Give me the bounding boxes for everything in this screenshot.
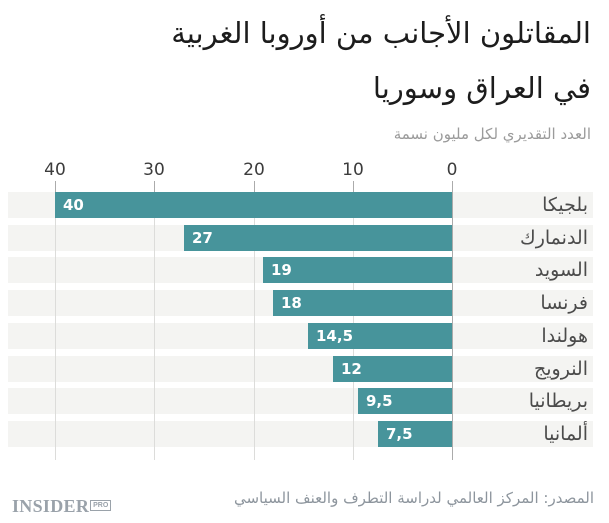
pro-badge: PRO [90,500,112,511]
chart-title-line1: المقاتلون الأجانب من أوروبا الغربية [171,16,591,50]
bar: 27 [184,225,452,251]
category-label: النرويج [533,358,588,380]
category-label: السويد [534,259,588,281]
vertical-gridline [55,192,56,460]
source-caption: المصدر: المركز العالمي لدراسة التطرف وال… [233,489,594,507]
category-label: بلجيكا [542,194,588,216]
row-strip [8,356,593,382]
chart-subtitle: العدد التقديري لكل مليون نسمة [393,125,591,143]
bar-value-label: 27 [192,229,213,247]
axis-tick-mark [353,181,354,192]
axis-tick-label: 30 [143,160,165,180]
bar: 14,5 [308,323,452,349]
axis-tick-label: 10 [342,160,364,180]
bar: 19 [263,257,452,283]
row-strip [8,388,593,414]
bar-value-label: 18 [281,294,302,312]
zero-axis-line [452,181,453,460]
category-label: فرنسا [540,292,588,314]
category-label: هولندا [541,325,588,347]
axis-tick-label: 0 [446,160,458,180]
axis-tick-mark [154,181,155,192]
axis-tick-mark [254,181,255,192]
chart-title: المقاتلون الأجانب من أوروبا الغربية في ا… [10,6,591,116]
row-strip [8,323,593,349]
bar: 9,5 [358,388,452,414]
vertical-gridline [254,192,255,460]
bar-value-label: 14,5 [316,327,354,345]
bar-value-label: 12 [341,360,362,378]
row-strip [8,421,593,447]
bar-value-label: 40 [63,196,84,214]
bar: 18 [273,290,452,316]
chart-title-line2: في العراق وسوريا [372,71,591,105]
axis-tick-mark [55,181,56,192]
insider-logo-text: INSIDER [12,496,90,516]
category-label: ألمانيا [543,423,588,445]
bar: 40 [55,192,452,218]
axis-tick-label: 20 [243,160,265,180]
bar: 12 [333,356,452,382]
axis-tick-label: 40 [44,160,66,180]
category-label: بريطانيا [528,390,588,412]
vertical-gridline [154,192,155,460]
bar: 7,5 [378,421,452,447]
bar-value-label: 19 [271,261,292,279]
category-label: الدنمارك [520,227,588,249]
insider-pro-logo: INSIDER PRO [12,496,112,516]
bar-value-label: 9,5 [366,392,393,410]
bar-value-label: 7,5 [386,425,413,443]
